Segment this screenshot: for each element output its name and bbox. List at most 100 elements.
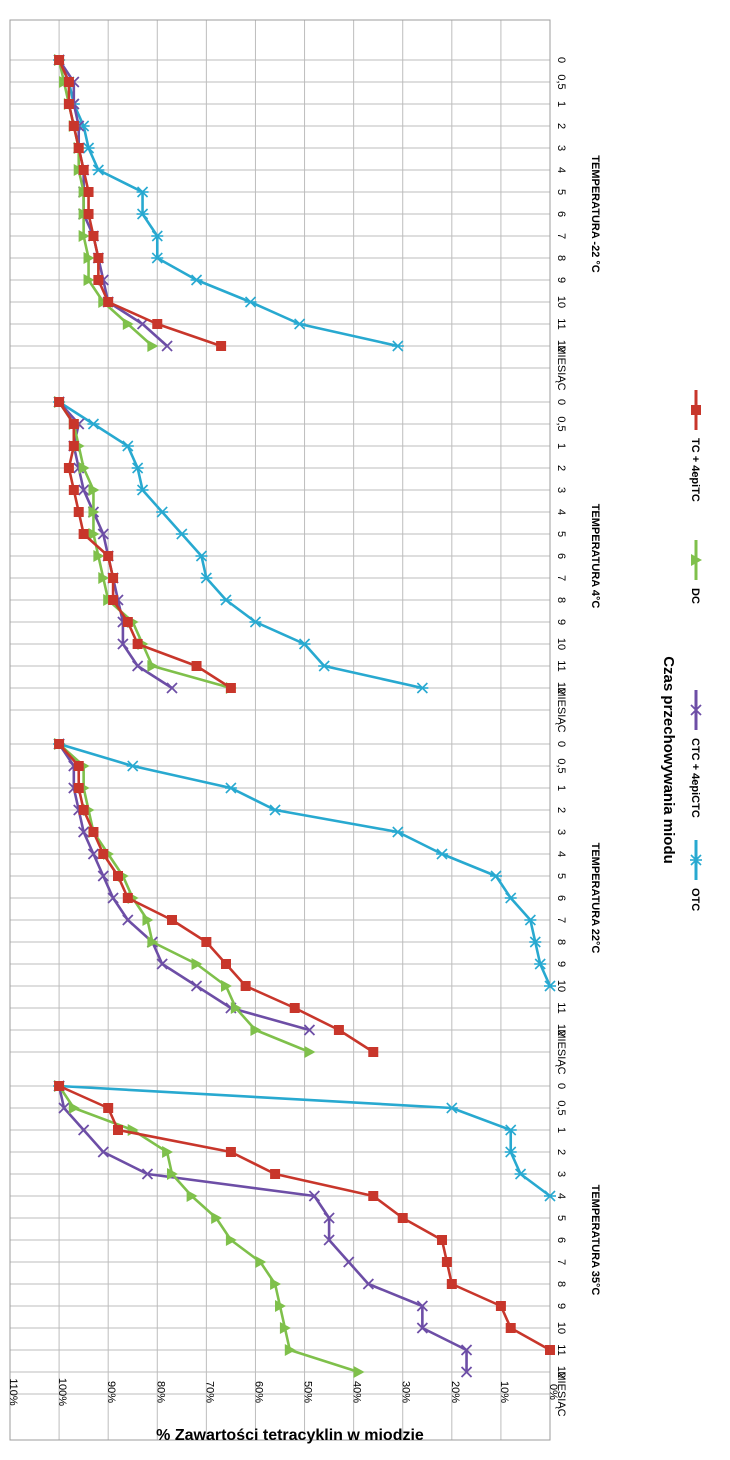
series-otc xyxy=(53,396,429,694)
x-tick-label: 5 xyxy=(555,873,567,879)
data-point xyxy=(224,782,237,794)
series-line xyxy=(58,742,552,987)
data-point xyxy=(78,462,90,474)
data-point xyxy=(103,297,114,307)
data-point xyxy=(136,318,149,330)
x-tick-label: 5 xyxy=(555,189,567,195)
data-point xyxy=(201,937,212,947)
y-tick-label: 40% xyxy=(351,1381,363,1403)
data-point xyxy=(151,230,164,242)
data-point xyxy=(122,318,134,330)
data-point xyxy=(88,231,99,241)
data-point xyxy=(391,826,404,838)
x-tick-label: 8 xyxy=(555,255,567,261)
x-tick-label: 6 xyxy=(555,211,567,217)
data-point xyxy=(230,1002,242,1014)
y-tick-label: 50% xyxy=(302,1381,314,1403)
data-point xyxy=(88,528,100,540)
data-point xyxy=(691,405,701,415)
x-tick-label: 10 xyxy=(555,980,567,992)
x-tick-label: 1 xyxy=(555,443,567,449)
data-point xyxy=(122,617,133,627)
x-tick-label: MIESIĄC xyxy=(555,687,567,732)
legend-item: DC xyxy=(689,540,702,604)
data-point xyxy=(73,761,84,771)
series-tc-4epitc xyxy=(54,739,379,1057)
data-point xyxy=(167,915,177,925)
x-tick-label: 11 xyxy=(555,1344,567,1355)
data-point xyxy=(97,1146,109,1158)
data-point xyxy=(270,1169,281,1179)
x-tick-label: 2 xyxy=(555,465,567,471)
data-point xyxy=(275,1300,286,1312)
data-point xyxy=(690,704,702,716)
data-point xyxy=(122,893,133,903)
x-tick-label: 9 xyxy=(555,961,567,967)
data-point xyxy=(93,253,104,263)
data-point xyxy=(353,1366,365,1378)
data-point xyxy=(249,616,262,628)
data-point xyxy=(147,936,159,948)
data-point xyxy=(147,660,159,672)
panel-title: TEMPERATURA -22 °C xyxy=(589,155,601,273)
data-point xyxy=(97,870,109,882)
data-point xyxy=(446,1279,457,1289)
data-point xyxy=(200,572,213,584)
data-point xyxy=(195,550,208,562)
data-point xyxy=(113,871,123,881)
data-point xyxy=(121,440,134,452)
data-point xyxy=(83,274,95,286)
data-point xyxy=(244,296,257,308)
data-point xyxy=(142,914,154,926)
data-point xyxy=(108,595,119,605)
x-tick-label: 0,5 xyxy=(555,74,567,89)
data-point xyxy=(545,1345,555,1355)
data-point xyxy=(220,594,232,606)
data-point xyxy=(63,99,74,109)
data-point xyxy=(54,1081,65,1091)
x-tick-label: 0 xyxy=(555,1083,567,1089)
x-tick-label: 0,5 xyxy=(555,758,567,773)
series-line xyxy=(59,1084,551,1198)
data-point xyxy=(87,848,100,860)
data-point xyxy=(691,554,702,566)
data-point xyxy=(103,1103,114,1113)
data-point xyxy=(131,660,144,672)
data-point xyxy=(136,484,149,496)
x-tick-label: 0,5 xyxy=(555,1100,567,1115)
data-point xyxy=(416,1300,429,1312)
data-point xyxy=(362,1278,375,1290)
y-tick-label: 100% xyxy=(56,1378,68,1406)
data-point xyxy=(93,550,105,562)
data-point xyxy=(368,1047,379,1057)
x-tick-label: 4 xyxy=(555,1193,567,1199)
data-point xyxy=(156,506,169,518)
x-tick-label: 0 xyxy=(555,57,567,63)
data-point xyxy=(190,980,203,992)
y-tick-label: 0% xyxy=(547,1384,559,1400)
data-point xyxy=(54,397,65,407)
data-point xyxy=(490,870,502,882)
data-point xyxy=(131,462,144,474)
data-point xyxy=(279,1322,291,1334)
data-point xyxy=(391,340,404,352)
data-point xyxy=(58,1102,70,1114)
x-tick-label: 11 xyxy=(555,660,567,671)
data-point xyxy=(221,959,231,969)
data-point xyxy=(68,441,79,451)
data-point xyxy=(136,208,149,220)
x-tick-label: 8 xyxy=(555,939,567,945)
x-tick-label: MIESIĄC xyxy=(555,1029,567,1074)
data-point xyxy=(77,484,90,496)
x-tick-label: 12 xyxy=(555,340,567,352)
data-point xyxy=(83,252,95,264)
x-tick-label: 0 xyxy=(555,399,567,405)
x-tick-label: 3 xyxy=(555,829,567,835)
legend: OTC CTC + 4epiCTC DC TC + 4epiTC xyxy=(689,390,702,911)
data-point xyxy=(77,826,90,838)
data-point xyxy=(191,958,203,970)
data-point xyxy=(303,1024,316,1036)
data-point xyxy=(103,551,114,561)
x-tick-label: 6 xyxy=(555,553,567,559)
